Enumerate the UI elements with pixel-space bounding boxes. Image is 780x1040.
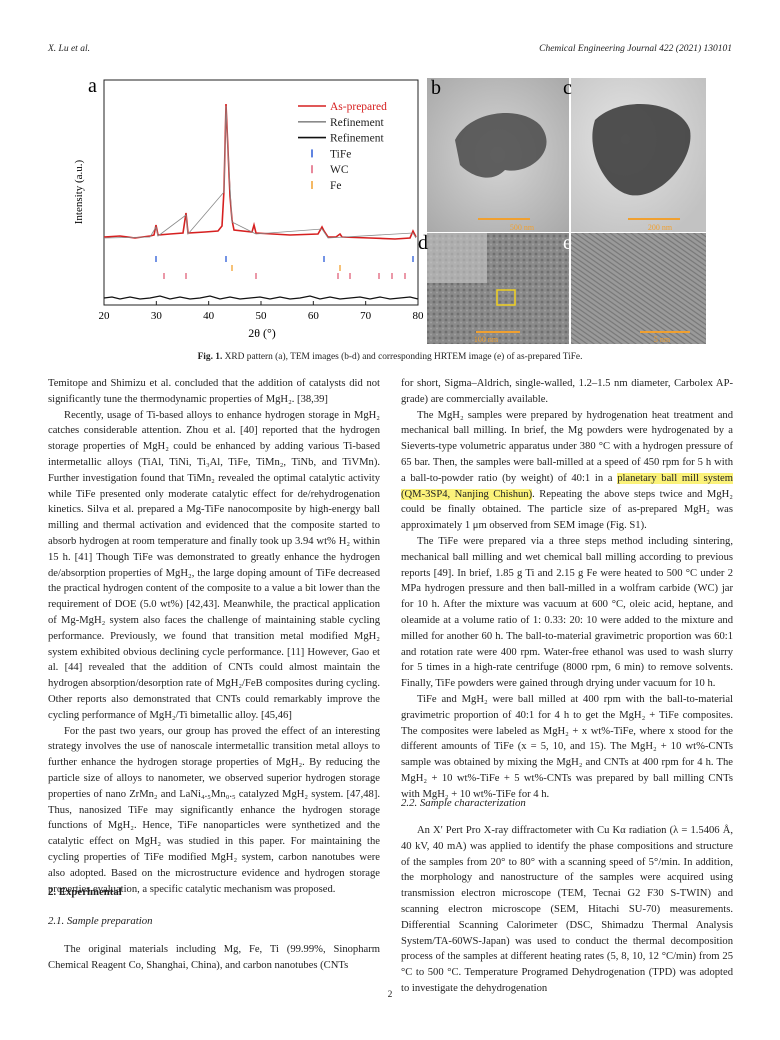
paragraph: For the past two years, our group has pr… [48,725,380,895]
x-axis: 20 30 40 50 60 70 80 [99,301,425,322]
panel-label: b [431,77,441,99]
left-column-end: The original materials including Mg, Fe,… [48,942,380,974]
paragraph: Temitope and Shimizu et al. concluded th… [48,378,380,405]
paragraph: for short, Sigma–Aldrich, single-walled,… [401,378,733,405]
legend: As-prepared Refinement Refinement TiFe WC Fe [298,101,387,192]
x-tick-label: 40 [203,310,215,322]
particle [592,103,691,196]
legend-label: As-prepared [330,101,387,113]
left-column: Temitope and Shimizu et al. concluded th… [48,376,380,897]
x-tick-label: 50 [256,310,268,322]
panel-label: d [418,232,428,254]
fe-ticks [231,265,341,271]
text-run: . Repeating the above steps twice and Mg… [401,488,733,532]
text-run: The MgH₂ samples were prepared by hydrog… [401,409,733,484]
scale-bar-label: 200 nm [648,223,673,232]
wc-ticks [163,273,406,279]
scale-bar-label: 5 nm [654,335,671,344]
right-column: for short, Sigma–Aldrich, single-walled,… [401,376,733,803]
paragraph: The TiFe were prepared via a three steps… [401,535,733,690]
section-heading: 2. Experimental [48,886,122,898]
plot-frame [103,79,419,306]
x-tick-label: 60 [308,310,320,322]
scale-bar-label: 100 nm [474,335,499,344]
paragraph: An X' Pert Pro X-ray diffractometer with… [401,825,733,994]
tife-ticks [155,256,414,262]
right-column-end: An X' Pert Pro X-ray diffractometer with… [401,823,733,997]
panel-label: a [88,75,97,97]
paragraph: TiFe and MgH₂ were ball milled at 400 rp… [401,693,733,800]
paragraph: The original materials including Mg, Fe,… [48,944,380,971]
particle [455,113,547,178]
x-tick-label: 20 [99,310,111,322]
running-author: X. Lu et al. [48,44,90,54]
panel-label: c [563,77,572,99]
legend-label: WC [330,164,349,176]
figure-caption: Fig. 1. XRD pattern (a), TEM images (b-d… [0,352,780,362]
xrd-curve-refinement [103,105,417,239]
x-tick-label: 70 [360,310,372,322]
xrd-curve-difference [103,295,419,300]
running-journal: Chemical Engineering Journal 422 (2021) … [539,44,732,54]
paragraph: Recently, usage of Ti-based alloys to en… [48,409,380,721]
y-axis-label: Intensity (a.u.) [73,159,85,224]
paragraph: The MgH₂ samples were prepared by hydrog… [401,408,733,534]
x-tick-label: 30 [151,310,163,322]
scale-bar-label: 500 nm [510,223,535,232]
x-tick-label: 80 [413,310,425,322]
background-region [427,233,487,283]
figure: a 20 30 40 50 60 70 80 Intensity (a.u.) 2θ (°)… [73,75,706,344]
legend-label: Fe [330,180,342,192]
hrtem-image-e [571,233,706,344]
zoom-box [496,289,516,306]
legend-label: TiFe [330,148,351,160]
legend-label: Refinement [330,117,384,129]
caption-label: Fig. 1. [197,352,223,362]
page-number: 2 [387,990,393,1000]
panel-label: e [563,232,572,254]
subsection-heading: 2.1. Sample preparation [48,915,153,927]
x-axis-label: 2θ (°) [248,326,276,340]
caption-text: XRD pattern (a), TEM images (b-d) and co… [224,352,583,362]
legend-label: Refinement [330,133,384,145]
subsection-heading: 2.2. Sample characterization [401,797,526,809]
